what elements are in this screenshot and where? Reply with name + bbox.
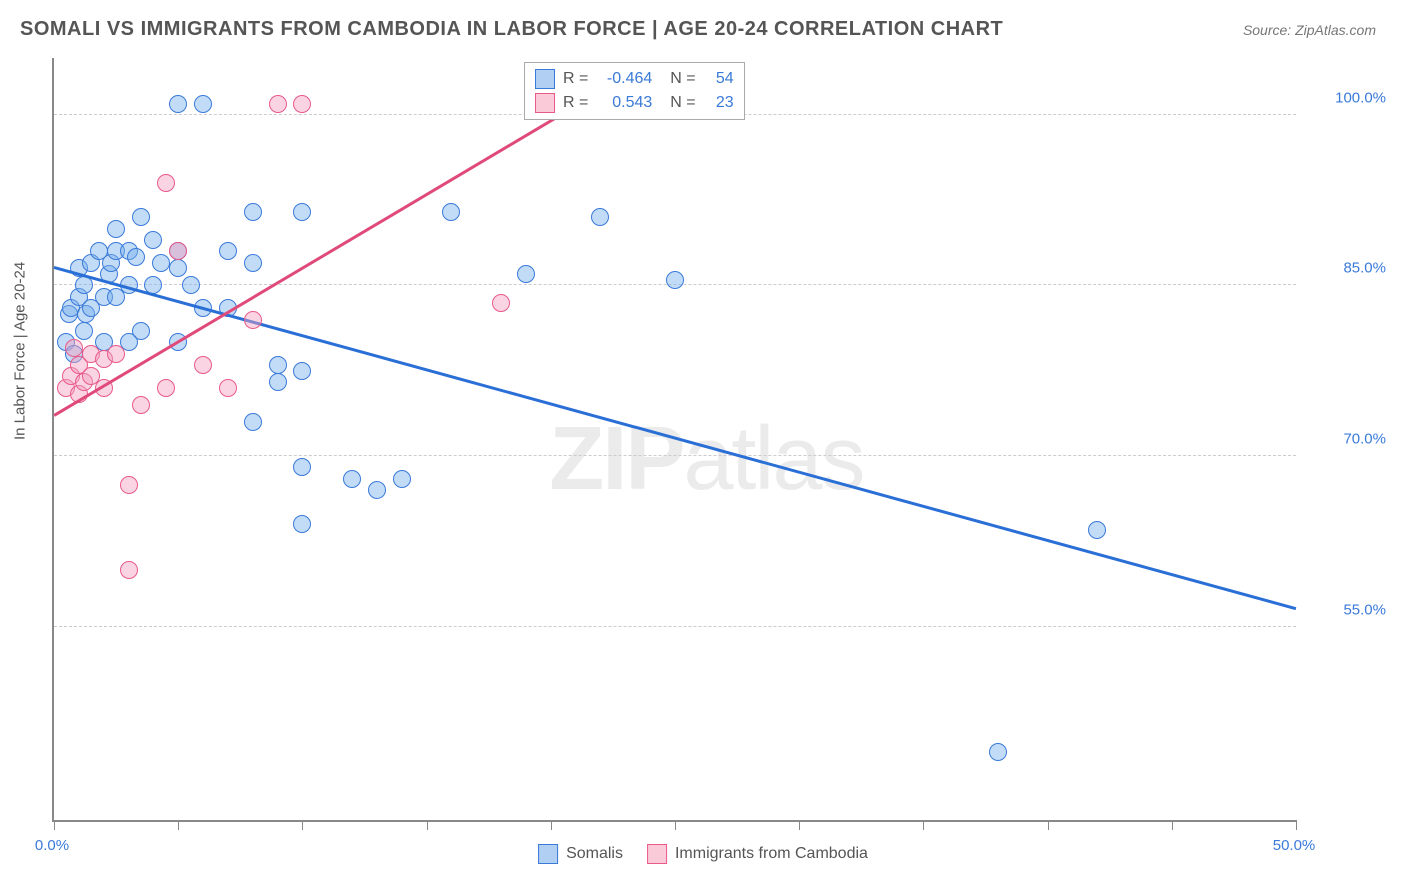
legend-bottom: Somalis Immigrants from Cambodia [538,844,868,864]
y-axis-label: In Labor Force | Age 20-24 [12,262,29,440]
data-point [293,362,311,380]
data-point [157,174,175,192]
data-point [269,95,287,113]
x-tick [1296,820,1297,830]
data-point [269,373,287,391]
data-point [343,470,361,488]
x-tick [1048,820,1049,830]
y-tick-label: 85.0% [1343,260,1386,277]
data-point [492,294,510,312]
x-tick [923,820,924,830]
data-point [127,248,145,266]
data-point [194,95,212,113]
data-point [65,339,83,357]
data-point [989,743,1007,761]
data-point [157,379,175,397]
data-point [120,561,138,579]
x-tick [551,820,552,830]
legend-label: Somalis [566,845,623,863]
legend-label: Immigrants from Cambodia [675,845,868,863]
data-point [293,203,311,221]
swatch-icon [538,844,558,864]
x-tick-label: 0.0% [35,837,69,854]
data-point [442,203,460,221]
data-point [182,276,200,294]
data-point [219,379,237,397]
data-point [169,242,187,260]
data-point [75,276,93,294]
legend-item-cambodia: Immigrants from Cambodia [647,844,868,864]
x-tick [427,820,428,830]
data-point [244,203,262,221]
data-point [393,470,411,488]
data-point [144,231,162,249]
y-tick-label: 100.0% [1335,89,1386,106]
gridline [54,626,1296,627]
data-point [591,208,609,226]
data-point [293,515,311,533]
data-point [269,356,287,374]
n-value: 54 [704,67,734,91]
data-point [293,458,311,476]
data-point [152,254,170,272]
watermark-light: atlas [683,409,863,509]
legend-item-somalis: Somalis [538,844,623,864]
n-label: N = [670,67,695,91]
y-tick-label: 70.0% [1343,431,1386,448]
x-tick [675,820,676,830]
swatch-icon [535,69,555,89]
data-point [132,208,150,226]
correlation-legend: R = -0.464 N = 54 R = 0.543 N = 23 [524,62,745,120]
data-point [75,322,93,340]
data-point [666,271,684,289]
data-point [194,356,212,374]
r-value: -0.464 [596,67,652,91]
swatch-icon [647,844,667,864]
data-point [1088,521,1106,539]
data-point [517,265,535,283]
r-value: 0.543 [596,91,652,115]
data-point [132,322,150,340]
legend-row: R = -0.464 N = 54 [535,67,734,91]
data-point [244,311,262,329]
data-point [244,413,262,431]
x-tick [1172,820,1173,830]
data-point [107,220,125,238]
gridline [54,455,1296,456]
data-point [120,476,138,494]
data-point [107,345,125,363]
watermark: ZIPatlas [549,408,863,511]
data-point [169,95,187,113]
n-value: 23 [704,91,734,115]
trend-line [54,266,1297,610]
x-tick [302,820,303,830]
swatch-icon [535,93,555,113]
legend-row: R = 0.543 N = 23 [535,91,734,115]
chart-plot-area: ZIPatlas [52,58,1296,822]
y-tick-label: 55.0% [1343,601,1386,618]
data-point [132,396,150,414]
data-point [219,242,237,260]
data-point [244,254,262,272]
data-point [368,481,386,499]
r-label: R = [563,67,588,91]
x-tick [178,820,179,830]
x-tick [54,820,55,830]
source-label: Source: ZipAtlas.com [1243,22,1376,38]
n-label: N = [670,91,695,115]
chart-title: SOMALI VS IMMIGRANTS FROM CAMBODIA IN LA… [20,18,1003,41]
x-tick [799,820,800,830]
data-point [169,259,187,277]
watermark-bold: ZIP [549,409,683,509]
x-tick-label: 50.0% [1273,837,1316,854]
r-label: R = [563,91,588,115]
data-point [293,95,311,113]
